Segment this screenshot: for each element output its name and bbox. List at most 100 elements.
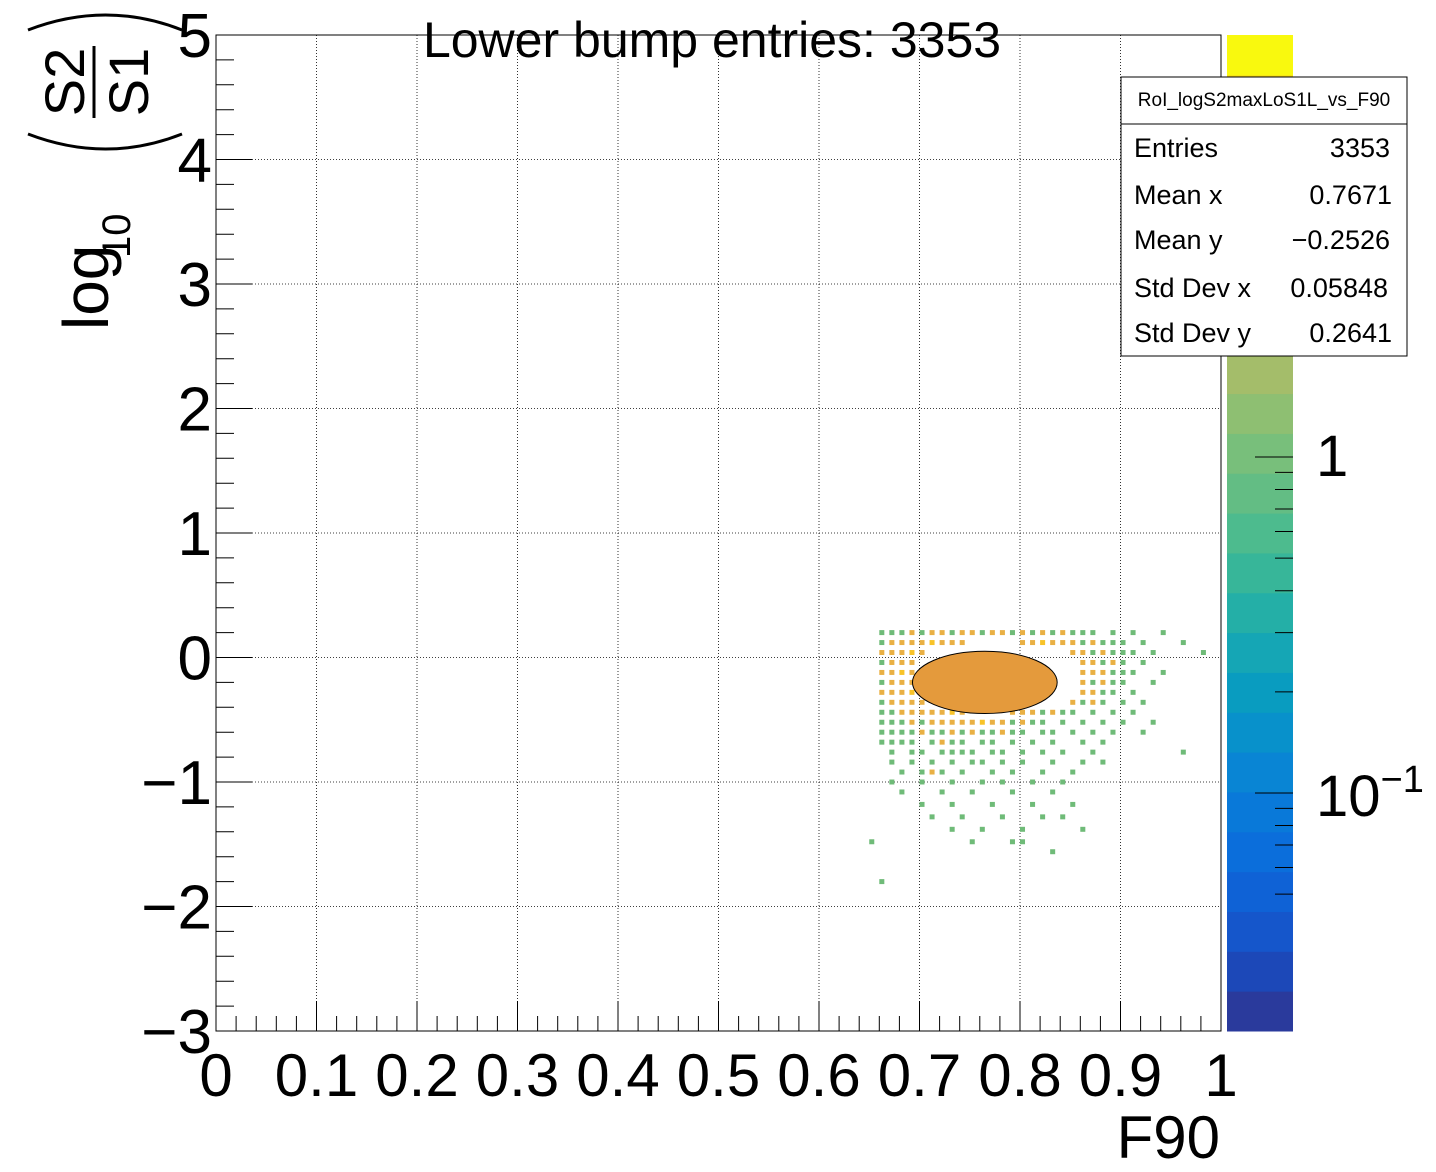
y-label-denominator: S1	[97, 48, 160, 117]
histogram-bin	[879, 679, 885, 685]
histogram-bin	[909, 749, 915, 755]
y-tick-label: 1	[178, 500, 212, 569]
histogram-bin	[919, 801, 925, 807]
histogram-bin	[939, 709, 945, 715]
histogram-bin	[889, 659, 895, 665]
histogram-bin	[1180, 640, 1186, 646]
histogram-bin	[1030, 779, 1036, 785]
histogram-bin	[1080, 640, 1086, 646]
histogram-bin	[919, 749, 925, 755]
histogram-bin	[989, 769, 995, 775]
color-scale-segment	[1227, 552, 1293, 594]
histogram-bin	[949, 630, 955, 636]
histogram-bin	[1090, 689, 1096, 695]
histogram-bin	[979, 826, 985, 832]
histogram-bin	[1110, 709, 1116, 715]
y-label-log: log	[50, 245, 122, 330]
histogram-bin	[919, 769, 925, 775]
color-scale-segment	[1227, 672, 1293, 713]
histogram-bin	[1110, 689, 1116, 695]
histogram-bin	[969, 749, 975, 755]
color-scale-segment	[1227, 513, 1293, 554]
histogram-bin	[1080, 739, 1086, 745]
histogram-bin	[879, 719, 885, 725]
histogram-bin	[1090, 650, 1096, 656]
histogram-bin	[889, 709, 895, 715]
histogram-bin	[1120, 640, 1126, 646]
histogram-bin	[1090, 659, 1096, 665]
histogram-bin	[1100, 739, 1106, 745]
color-scale-segment	[1227, 871, 1293, 912]
histogram-bin	[1110, 640, 1116, 646]
color-scale-segment	[1227, 991, 1293, 1032]
histogram-bin	[1090, 729, 1096, 735]
histogram-bin	[1100, 689, 1106, 695]
histogram-bin	[899, 699, 905, 705]
histogram-bin	[939, 640, 945, 646]
histogram-bin	[1080, 630, 1086, 636]
histogram-bin	[1060, 709, 1066, 715]
histogram-bin	[1009, 719, 1015, 725]
histogram-bin	[1030, 739, 1036, 745]
x-tick-label: 0.1	[275, 1042, 358, 1109]
stat-label-mean-y: Mean y	[1134, 225, 1223, 255]
stat-value-entries: 3353	[1330, 133, 1390, 163]
histogram-bin	[939, 739, 945, 745]
histogram-bin	[1100, 669, 1106, 675]
histogram-bin	[979, 739, 985, 745]
histogram-bin	[989, 630, 995, 636]
histogram-bin	[1120, 650, 1126, 656]
histogram-bin	[1120, 669, 1126, 675]
histogram-bin	[1080, 679, 1086, 685]
histogram-bin	[1110, 669, 1116, 675]
histogram-bin	[1150, 679, 1156, 685]
histogram-bin	[1110, 679, 1116, 685]
histogram-bin	[919, 640, 925, 646]
histogram-bin	[919, 779, 925, 785]
color-scale-label-exponent: −1	[1381, 759, 1424, 801]
histogram-bin	[879, 650, 885, 656]
histogram-bin	[1110, 630, 1116, 636]
stat-value-mean-x: 0.7671	[1309, 180, 1392, 210]
histogram-bin	[919, 719, 925, 725]
histogram-bin	[929, 630, 935, 636]
histogram-bin	[909, 650, 915, 656]
histogram-bin	[919, 630, 925, 636]
histogram-bin	[899, 689, 905, 695]
histogram-bin	[999, 729, 1005, 735]
y-label-numerator: S2	[33, 48, 96, 117]
histogram-bin	[1110, 650, 1116, 656]
dense-core-region	[911, 650, 1058, 715]
y-tick-label: 3	[178, 251, 212, 320]
histogram-bin	[1060, 719, 1066, 725]
histogram-bin	[939, 789, 945, 795]
histogram-bin	[1080, 719, 1086, 725]
histogram-bin	[1060, 779, 1066, 785]
histogram-bin	[999, 759, 1005, 765]
color-scale-segment	[1227, 712, 1293, 753]
x-tick-label: 0.2	[375, 1042, 458, 1109]
histogram-bin	[959, 749, 965, 755]
histogram-bin	[1100, 679, 1106, 685]
histogram-bin	[1080, 650, 1086, 656]
histogram-bin	[1020, 729, 1026, 735]
histogram-bin	[899, 640, 905, 646]
histogram-bin	[889, 779, 895, 785]
histogram-bin	[1030, 640, 1036, 646]
x-tick-label: 1	[1204, 1042, 1237, 1109]
histogram-bin	[999, 749, 1005, 755]
histogram-bin	[879, 669, 885, 675]
histogram-bin	[929, 814, 935, 820]
histogram-bin	[1080, 689, 1086, 695]
histogram-bin	[899, 739, 905, 745]
histogram-bin	[1130, 709, 1136, 715]
histogram-bin	[1100, 650, 1106, 656]
histogram-bin	[1030, 630, 1036, 636]
histogram-bin	[909, 759, 915, 765]
histogram-bin	[1040, 729, 1046, 735]
color-scale-segment	[1227, 393, 1293, 434]
histogram-bin	[979, 759, 985, 765]
histogram-bin	[889, 729, 895, 735]
color-scale-segment	[1227, 592, 1293, 634]
stat-label-std-dev-x: Std Dev x	[1134, 273, 1252, 303]
